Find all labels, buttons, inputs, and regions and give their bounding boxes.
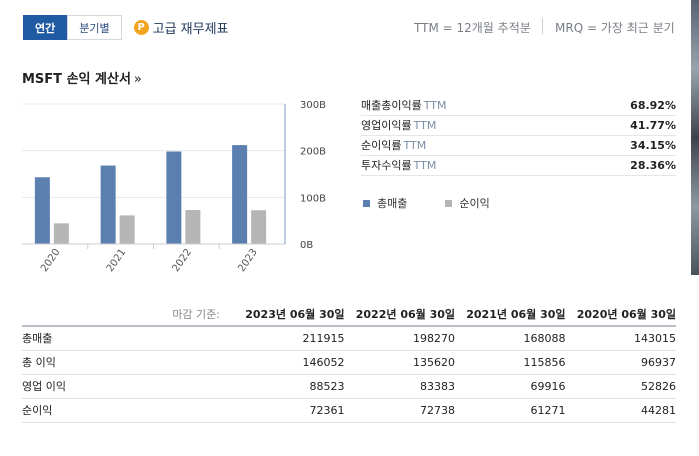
y-tick-label: 300B — [300, 100, 326, 111]
legend-swatch — [445, 199, 453, 207]
table-header-row: 마감 기준: 2023년 06월 30일 2022년 06월 30일 2021년… — [22, 302, 676, 327]
cell-value: 146052 — [234, 350, 345, 375]
legend-swatch — [363, 199, 370, 207]
column-header: 2022년 06월 30일 — [344, 302, 455, 327]
ratio-label: 매출총이익률 — [361, 99, 422, 112]
ratio-value: 28.36% — [630, 159, 676, 172]
ratio-ttm-tag: TTM — [403, 139, 427, 152]
cell-value: 198270 — [344, 326, 455, 351]
ratio-value: 41.77% — [630, 119, 676, 132]
x-tick-label: 2021 — [105, 247, 129, 274]
chart-bar — [185, 210, 201, 244]
chart-bars — [34, 145, 267, 244]
cell-value: 168088 — [455, 326, 566, 351]
cell-value: 44281 — [565, 398, 676, 423]
x-tick-label: 2023 — [236, 247, 260, 274]
x-tick-label: 2022 — [171, 247, 195, 274]
column-header: 2021년 06월 30일 — [455, 302, 566, 327]
income-table: 마감 기준: 2023년 06월 30일 2022년 06월 30일 2021년… — [22, 302, 676, 423]
cell-value: 135620 — [344, 350, 455, 375]
ratio-ttm-tag: TTM — [413, 119, 437, 132]
legend-label: 순이익 — [459, 197, 490, 210]
table-row: 영업 이익 88523 83383 69916 52826 — [22, 374, 676, 399]
cell-value: 115856 — [455, 350, 566, 375]
ratio-value: 34.15% — [630, 139, 676, 152]
ttm-legend: TTM = 12개월 추적분 — [414, 21, 531, 35]
ratio-value: 68.92% — [630, 99, 676, 112]
ratio-ttm-tag: TTM — [423, 99, 447, 112]
ratio-row: 영업이익률 TTM 41.77% — [361, 116, 676, 136]
chart-bar — [34, 177, 50, 244]
legend-label: 총매출 — [377, 197, 408, 210]
ratio-row: 투자수익률 TTM 28.36% — [361, 156, 676, 176]
ratio-label: 영업이익률 — [361, 119, 412, 132]
cell-value: 83383 — [344, 374, 455, 399]
table-row: 총매출 211915 198270 168088 143015 — [22, 326, 676, 351]
x-tick-label: 2020 — [39, 247, 63, 274]
ratio-label: 투자수익률 — [361, 159, 412, 172]
revenue-income-chart: 2020 2021 2022 2023 0B 100B 200B 300B — [22, 100, 326, 274]
cell-value: 88523 — [234, 374, 345, 399]
chart-bar — [119, 215, 135, 244]
table-row: 순이익 72361 72738 61271 44281 — [22, 398, 676, 423]
y-tick-label: 100B — [300, 193, 326, 204]
y-tick-label: 0B — [300, 240, 313, 251]
legend-divider — [542, 18, 543, 34]
table-row: 총 이익 146052 135620 115856 96937 — [22, 350, 676, 375]
mrq-legend: MRQ = 가장 최근 분기 — [555, 21, 675, 35]
row-label: 영업 이익 — [22, 374, 234, 399]
legend-item-revenue: 총매출 — [363, 195, 407, 211]
period-tabs: 연간 분기별 P 고급 재무제표 — [23, 15, 229, 40]
section-title-link[interactable]: MSFT 손익 계산서» — [22, 68, 142, 87]
tab-annual[interactable]: 연간 — [23, 15, 68, 40]
premium-icon: P — [133, 20, 149, 35]
ratio-row: 매출총이익률 TTM 68.92% — [361, 96, 676, 116]
ratio-label: 순이익률 — [361, 139, 402, 152]
cell-value: 69916 — [455, 374, 566, 399]
cell-value: 211915 — [234, 326, 345, 351]
series-legend: 총매출 순이익 — [363, 195, 528, 211]
cell-value: 72361 — [234, 398, 345, 423]
cell-value: 61271 — [455, 398, 566, 423]
y-tick-label: 200B — [300, 147, 326, 158]
chart-bar — [251, 210, 267, 244]
chart-y-axis: 0B 100B 200B 300B — [284, 100, 326, 251]
cell-value: 52826 — [565, 374, 676, 399]
column-header: 2023년 06월 30일 — [234, 302, 345, 327]
premium-financials-link[interactable]: P 고급 재무제표 — [133, 18, 229, 37]
chart-bar — [53, 223, 69, 244]
ratio-row: 순이익률 TTM 34.15% — [361, 136, 676, 156]
row-label: 총 이익 — [22, 350, 234, 375]
cell-value: 96937 — [565, 350, 676, 375]
chart-x-axis: 2020 2021 2022 2023 — [22, 243, 285, 274]
ratio-ttm-tag: TTM — [413, 159, 437, 172]
cell-value: 143015 — [565, 326, 676, 351]
legend-item-net-income: 순이익 — [445, 195, 490, 211]
chevron-right-icon: » — [133, 72, 142, 87]
window-edge — [691, 0, 699, 275]
chart-bar — [100, 165, 116, 244]
tab-quarterly[interactable]: 분기별 — [67, 15, 122, 40]
row-label: 총매출 — [22, 326, 234, 351]
margin-ratios: 매출총이익률 TTM 68.92% 영업이익률 TTM 41.77% 순이익률 TTM… — [361, 96, 676, 176]
row-label: 순이익 — [22, 398, 234, 423]
basis-label: 마감 기준: — [22, 302, 234, 327]
chart-bar — [166, 151, 182, 244]
section-title: MSFT 손익 계산서 — [22, 72, 131, 87]
chart-bar — [232, 145, 248, 244]
column-header: 2020년 06월 30일 — [565, 302, 676, 327]
cell-value: 72738 — [344, 398, 455, 423]
premium-label: 고급 재무제표 — [152, 22, 229, 37]
